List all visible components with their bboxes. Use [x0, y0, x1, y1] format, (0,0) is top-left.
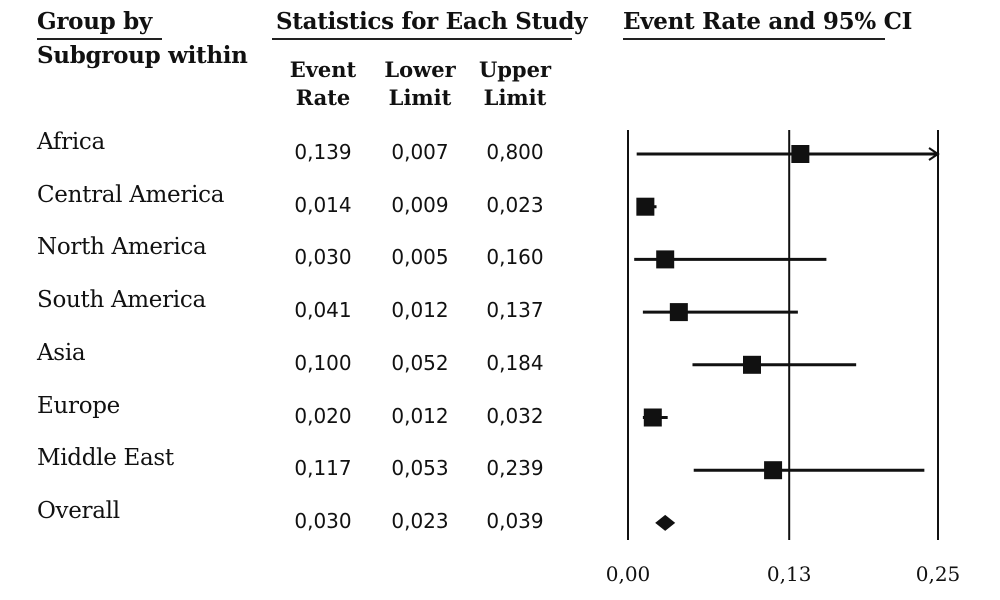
row-upper-value: 0,023: [486, 192, 544, 217]
row-event-rate-value: 0,030: [294, 508, 352, 533]
row-lower-value: 0,012: [391, 298, 449, 323]
row-lower-value: 0,009: [391, 192, 449, 217]
lower-limit-header-line2: Limit: [388, 85, 452, 110]
point-marker: [791, 145, 810, 163]
x-tick-label: 0,00: [605, 562, 651, 586]
upper-limit-header-line2: Limit: [483, 85, 547, 110]
row-event-rate-value: 0,139: [294, 140, 352, 164]
row-upper-value: 0,239: [486, 456, 544, 481]
x-tick-label: 0,25: [915, 562, 961, 586]
row-label: Africa: [37, 129, 105, 155]
row-label: South America: [37, 287, 206, 314]
row-lower-value: 0,012: [391, 403, 449, 428]
row-label: Europe: [37, 392, 120, 419]
point-marker: [743, 355, 761, 374]
ci-arrow: [928, 147, 940, 161]
row-lower-value: 0,007: [391, 140, 449, 164]
row-label: North America: [37, 234, 207, 261]
row-label: Central America: [37, 181, 225, 208]
point-marker: [669, 303, 688, 322]
row-upper-value: 0,800: [486, 140, 544, 164]
point-marker: [656, 250, 675, 269]
row-lower-value: 0,023: [391, 508, 449, 533]
row-lower-value: 0,005: [391, 245, 449, 270]
row-event-rate-value: 0,030: [294, 245, 352, 270]
plot-header-underline: [623, 38, 885, 40]
lower-limit-header: Lower Limit: [375, 56, 465, 112]
row-label: Middle East: [37, 445, 174, 472]
group-header: Group by: [37, 8, 152, 35]
lower-limit-header-line1: Lower: [384, 57, 456, 82]
row-event-rate-value: 0,020: [294, 403, 352, 428]
row-upper-value: 0,032: [486, 403, 544, 428]
upper-limit-header-line1: Upper: [478, 57, 552, 82]
group-header-line2: Subgroup within: [37, 42, 248, 69]
event-rate-header-line2: Rate: [295, 85, 351, 110]
row-event-rate-value: 0,041: [294, 298, 352, 323]
row-event-rate-value: 0,117: [294, 456, 352, 481]
row-upper-value: 0,137: [486, 298, 544, 323]
stats-header: Statistics for Each Study: [276, 8, 588, 35]
row-event-rate-value: 0,014: [294, 192, 352, 217]
overall-diamond: [655, 514, 676, 531]
row-lower-value: 0,053: [391, 456, 449, 481]
upper-limit-header: Upper Limit: [470, 56, 560, 112]
group-header-underline: [37, 38, 162, 40]
point-marker: [643, 408, 662, 427]
stats-header-underline: [272, 38, 572, 40]
point-marker: [764, 461, 783, 480]
x-tick-label: 0,13: [766, 562, 812, 586]
row-lower-value: 0,052: [391, 350, 449, 375]
row-upper-value: 0,039: [486, 508, 544, 533]
group-header-line1: Group by: [37, 8, 152, 35]
event-rate-header-line1: Event: [289, 57, 357, 82]
row-event-rate-value: 0,100: [294, 350, 352, 375]
event-rate-header: Event Rate: [278, 56, 368, 112]
point-marker: [636, 197, 655, 216]
row-label: Overall: [37, 497, 120, 524]
row-upper-value: 0,184: [486, 350, 544, 375]
row-label: Asia: [37, 339, 86, 366]
row-upper-value: 0,160: [486, 245, 544, 270]
plot-header: Event Rate and 95% CI: [623, 8, 913, 35]
